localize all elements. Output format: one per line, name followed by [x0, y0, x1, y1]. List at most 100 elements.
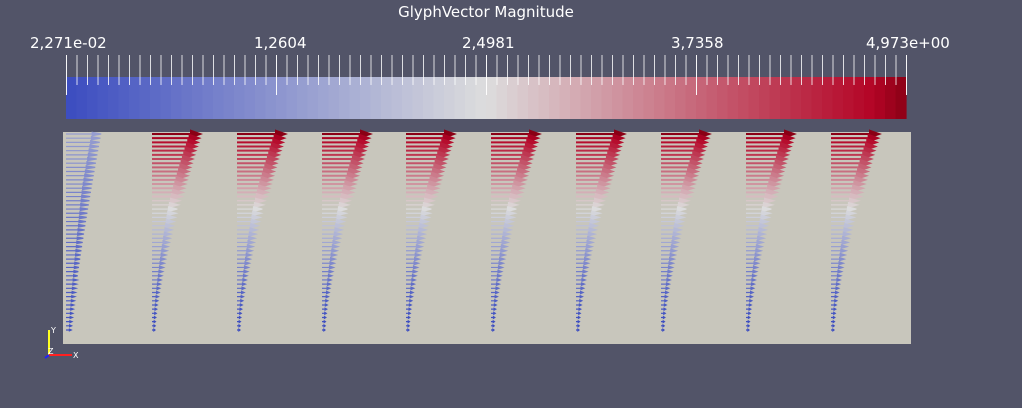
vector-glyph [831, 261, 846, 266]
vector-glyph [491, 188, 525, 197]
vector-glyph [237, 319, 242, 324]
colorbar-band [171, 77, 183, 119]
vector-glyph [152, 256, 168, 262]
vector-glyph [831, 188, 865, 197]
vector-glyph [322, 133, 372, 143]
vector-glyph [406, 248, 424, 254]
colorbar-band [528, 77, 540, 119]
colorbar-band [276, 77, 288, 119]
vector-glyph [576, 303, 583, 307]
vector-glyph [831, 265, 845, 270]
vector-glyph [746, 315, 751, 320]
colorbar-band [108, 77, 120, 119]
vector-glyph [661, 235, 682, 241]
vector-glyph [491, 129, 542, 139]
vector-glyph [746, 205, 772, 213]
vector-glyph [152, 141, 199, 152]
vector-glyph [406, 303, 413, 307]
vector-glyph [491, 273, 503, 278]
vector-glyph [406, 133, 456, 143]
vector-glyph [406, 214, 432, 221]
vector-glyph [322, 222, 346, 229]
vector-glyph [406, 129, 457, 139]
vector-glyph [576, 252, 593, 258]
colorbar-band [843, 77, 855, 119]
vector-glyph [746, 214, 772, 221]
vector-glyph [491, 227, 514, 233]
vector-glyph [491, 197, 521, 204]
vector-glyph [746, 311, 752, 316]
vector-glyph [831, 162, 872, 172]
vector-glyph [237, 303, 244, 307]
vector-glyph [406, 150, 451, 160]
vector-glyph [746, 133, 796, 143]
vector-glyph [831, 218, 856, 225]
vector-glyph [661, 192, 694, 201]
vector-glyph [576, 154, 619, 164]
vector-glyph [746, 307, 752, 312]
vector-glyph [152, 307, 158, 312]
colorbar-band [654, 77, 666, 119]
vector-glyph [576, 222, 600, 229]
vector-glyph [831, 286, 841, 291]
vector-glyph [237, 214, 263, 221]
vector-glyph [237, 162, 278, 172]
vector-glyph [406, 311, 412, 316]
vector-glyph [576, 315, 581, 320]
colorbar-band [853, 77, 865, 119]
vector-glyph [322, 231, 344, 237]
vector-glyph [661, 323, 666, 328]
vector-glyph [406, 154, 449, 164]
vector-glyph [831, 248, 849, 254]
colorbar-band [234, 77, 246, 119]
colorbar-band [591, 77, 603, 119]
vector-glyph [746, 197, 776, 204]
colorbar-band [381, 77, 393, 119]
vector-glyph [406, 319, 411, 324]
vector-glyph [661, 303, 668, 307]
vector-glyph [237, 235, 258, 241]
vector-glyph [237, 218, 262, 225]
vector-glyph [661, 327, 665, 333]
vector-glyph [576, 269, 589, 274]
vector-glyph [406, 252, 423, 258]
vector-glyph [491, 231, 513, 237]
vector-glyph [576, 227, 599, 233]
vector-glyph [322, 141, 369, 152]
colorbar-band [402, 77, 414, 119]
vector-glyph [237, 129, 288, 139]
vector-glyph [831, 133, 881, 143]
vector-glyph [491, 192, 524, 201]
vector-glyph [831, 252, 848, 258]
vector-glyph [576, 282, 587, 287]
vector-glyph [661, 315, 666, 320]
vector-glyph [152, 146, 198, 156]
vector-glyph [66, 140, 100, 145]
vector-glyph [152, 197, 182, 204]
vector-glyph [491, 154, 534, 164]
vector-glyph [237, 294, 245, 299]
vector-glyph [322, 167, 362, 176]
vector-glyph [237, 256, 253, 262]
vector-glyph [66, 240, 83, 245]
colorbar-band [811, 77, 823, 119]
vector-glyph [322, 282, 333, 287]
vector-glyph [406, 227, 429, 233]
vector-glyph [491, 269, 504, 274]
vector-glyph [491, 327, 495, 333]
vector-glyph [661, 154, 704, 164]
vector-glyph [661, 218, 686, 225]
vector-glyph [152, 167, 192, 176]
vector-glyph [322, 256, 338, 262]
vector-glyph [661, 307, 667, 312]
vector-glyph [491, 315, 496, 320]
vector-glyph [406, 162, 447, 172]
colorbar-band [507, 77, 519, 119]
colorbar-band [864, 77, 876, 119]
vector-glyph [322, 197, 352, 204]
vector-glyph [322, 298, 330, 303]
colorbar-band [433, 77, 445, 119]
vector-glyph [661, 162, 702, 172]
